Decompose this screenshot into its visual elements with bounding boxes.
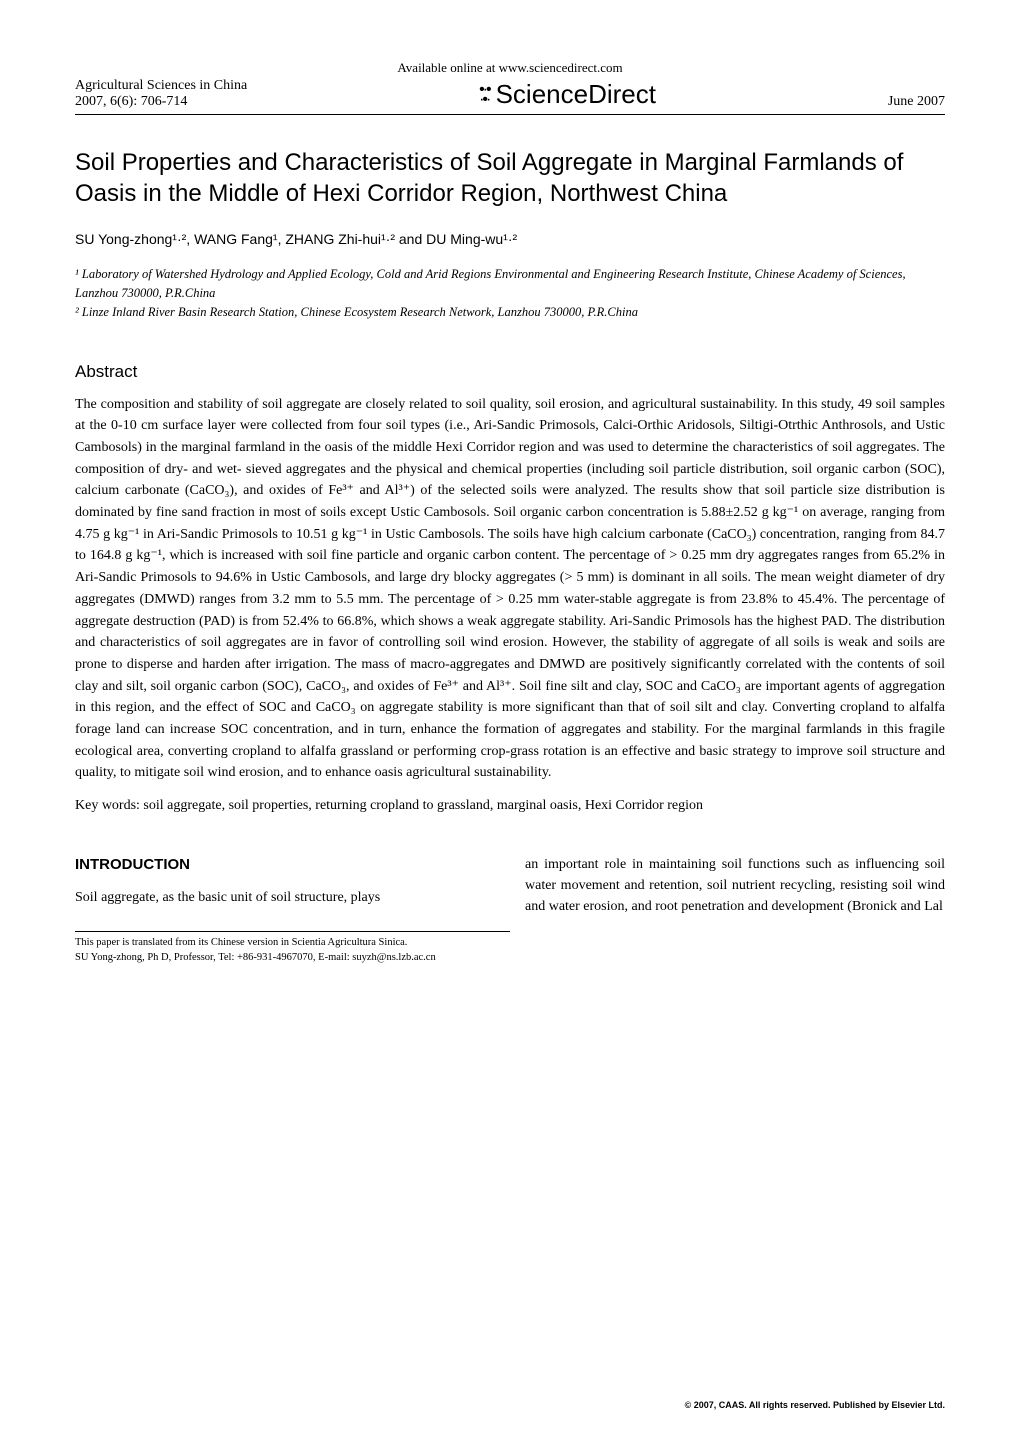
logo-dots-icon: •·•·•· <box>479 85 490 104</box>
keywords-text: Key words: soil aggregate, soil properti… <box>75 798 945 814</box>
publication-date: June 2007 <box>888 94 945 110</box>
footnote-block: This paper is translated from its Chines… <box>75 931 510 965</box>
footnote-translation: This paper is translated from its Chines… <box>75 936 510 951</box>
right-column: an important role in maintaining soil fu… <box>525 854 945 917</box>
abstract-heading: Abstract <box>75 362 945 382</box>
affiliations-block: ¹ Laboratory of Watershed Hydrology and … <box>75 265 945 321</box>
introduction-heading: INTRODUCTION <box>75 854 495 877</box>
journal-block: Agricultural Sciences in China 2007, 6(6… <box>75 78 247 110</box>
intro-para-right: an important role in maintaining soil fu… <box>525 854 945 917</box>
body-columns: INTRODUCTION Soil aggregate, as the basi… <box>75 854 945 917</box>
affiliation-1: ¹ Laboratory of Watershed Hydrology and … <box>75 265 945 303</box>
footnote-contact: SU Yong-zhong, Ph D, Professor, Tel: +86… <box>75 951 510 966</box>
article-title: Soil Properties and Characteristics of S… <box>75 147 945 209</box>
affiliation-2: ² Linze Inland River Basin Research Stat… <box>75 303 945 322</box>
header-bar: Agricultural Sciences in China 2007, 6(6… <box>75 78 945 115</box>
abstract-text: The composition and stability of soil ag… <box>75 394 945 784</box>
sciencedirect-logo: •·•·•· ScienceDirect <box>479 79 656 110</box>
volume-issue: 2007, 6(6): 706-714 <box>75 94 247 110</box>
author-list: SU Yong-zhong¹·², WANG Fang¹, ZHANG Zhi-… <box>75 231 945 247</box>
available-online-text: Available online at www.sciencedirect.co… <box>75 60 945 76</box>
intro-para-left: Soil aggregate, as the basic unit of soi… <box>75 887 495 908</box>
journal-name: Agricultural Sciences in China <box>75 78 247 94</box>
left-column: INTRODUCTION Soil aggregate, as the basi… <box>75 854 495 917</box>
brand-text: ScienceDirect <box>496 79 656 110</box>
copyright-text: © 2007, CAAS. All rights reserved. Publi… <box>685 1400 945 1410</box>
